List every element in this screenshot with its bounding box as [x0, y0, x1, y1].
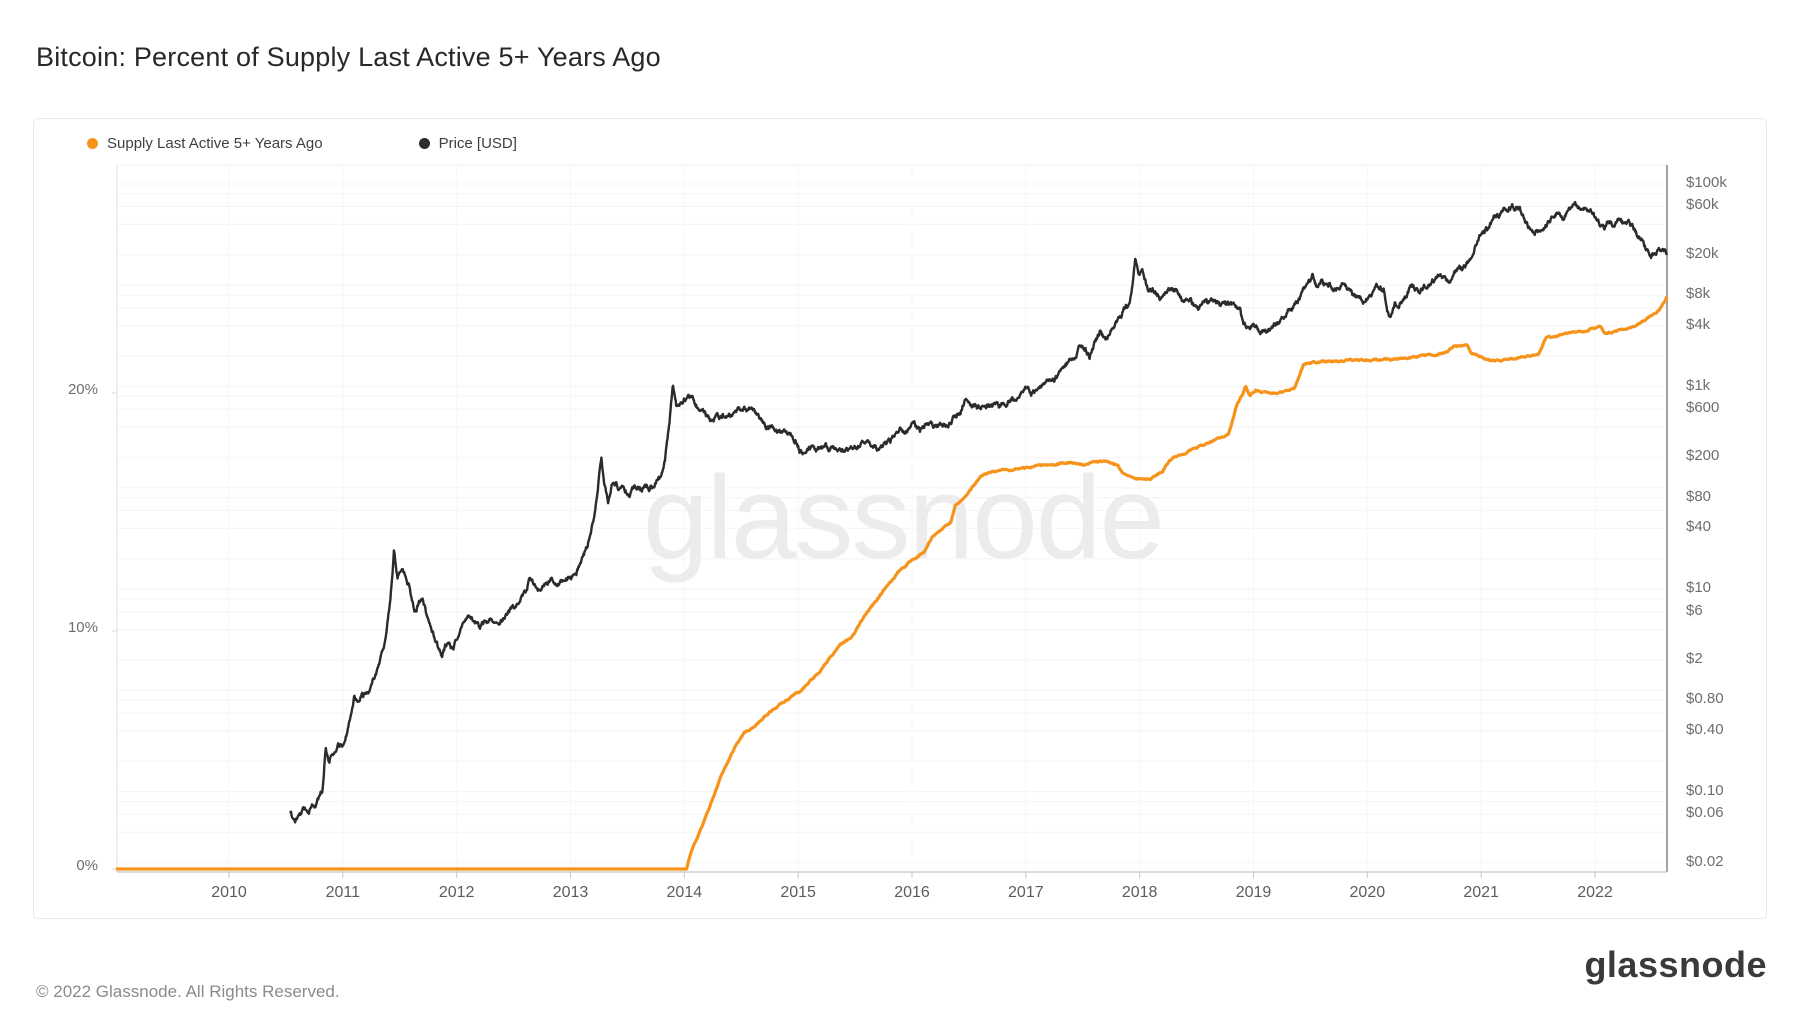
legend-label-supply: Supply Last Active 5+ Years Ago: [107, 134, 323, 152]
price-line: [289, 200, 1668, 824]
legend-swatch-price-icon: [418, 137, 430, 149]
legend-label-price: Price [USD]: [438, 134, 517, 152]
legend-item-price[interactable]: Price [USD]: [418, 134, 517, 152]
glassnode-logo[interactable]: glassnode: [1584, 944, 1767, 985]
chart-legend: Supply Last Active 5+ Years Ago Price [U…: [87, 131, 517, 155]
supply-line: [115, 295, 1669, 871]
footer-copyright: © 2022 Glassnode. All Rights Reserved.: [36, 982, 340, 1001]
legend-swatch-supply-icon: [87, 137, 98, 149]
page-title: Bitcoin: Percent of Supply Last Active 5…: [36, 42, 661, 72]
watermark: glassnode: [643, 452, 1163, 584]
legend-item-supply[interactable]: Supply Last Active 5+ Years Ago: [87, 135, 323, 152]
